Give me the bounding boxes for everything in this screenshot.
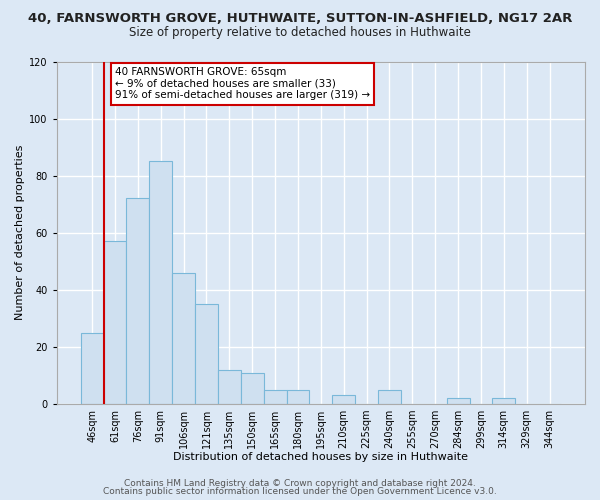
Bar: [218, 370, 241, 404]
Text: 40, FARNSWORTH GROVE, HUTHWAITE, SUTTON-IN-ASHFIELD, NG17 2AR: 40, FARNSWORTH GROVE, HUTHWAITE, SUTTON-…: [28, 12, 572, 26]
Bar: [493, 398, 515, 404]
Bar: [287, 390, 310, 404]
Bar: [172, 272, 195, 404]
Text: Contains public sector information licensed under the Open Government Licence v3: Contains public sector information licen…: [103, 487, 497, 496]
X-axis label: Distribution of detached houses by size in Huthwaite: Distribution of detached houses by size …: [173, 452, 469, 462]
Bar: [104, 242, 127, 404]
Bar: [241, 372, 263, 404]
Text: 40 FARNSWORTH GROVE: 65sqm
← 9% of detached houses are smaller (33)
91% of semi-: 40 FARNSWORTH GROVE: 65sqm ← 9% of detac…: [115, 67, 370, 100]
Text: Size of property relative to detached houses in Huthwaite: Size of property relative to detached ho…: [129, 26, 471, 39]
Bar: [127, 198, 149, 404]
Y-axis label: Number of detached properties: Number of detached properties: [15, 145, 25, 320]
Bar: [378, 390, 401, 404]
Text: Contains HM Land Registry data © Crown copyright and database right 2024.: Contains HM Land Registry data © Crown c…: [124, 479, 476, 488]
Bar: [332, 396, 355, 404]
Bar: [263, 390, 287, 404]
Bar: [149, 162, 172, 404]
Bar: [195, 304, 218, 404]
Bar: [81, 332, 104, 404]
Bar: [446, 398, 470, 404]
